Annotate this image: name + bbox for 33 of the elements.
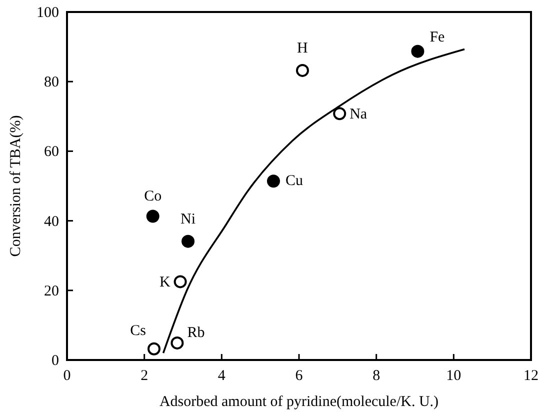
x-tick-label: 4 [218,368,226,384]
x-tick-label: 8 [372,368,380,384]
y-tick-label: 40 [44,214,59,230]
y-tick-label: 60 [44,144,59,160]
point [182,234,195,248]
x-tick-label: 6 [295,368,304,384]
x-tick-label: 10 [446,368,462,384]
point [296,64,309,77]
point [266,174,280,188]
x-tick-label: 0 [63,368,71,384]
point [170,336,184,350]
point [333,107,346,120]
annotation: Cs [130,322,146,339]
y-tick-label: 20 [44,283,59,300]
annotation: K [159,274,170,291]
x-axis-title: Adsorbed amount of pyridine(molecule/K. U.) [159,394,439,410]
annotation: Co [144,188,162,204]
point [411,44,424,58]
annotation: Fe [430,29,446,46]
x-tick-label: 2 [140,368,148,384]
annotation: Rb [187,324,205,341]
annotation: Ni [180,211,196,228]
point [174,275,187,288]
y-tick-label: 80 [44,74,59,91]
y-tick-label: 100 [36,5,59,21]
annotation: H [297,40,308,56]
annotation: Cu [285,173,304,190]
x-tick-label: 12 [524,368,538,384]
y-tick-label: 0 [52,353,59,369]
y-axis-title: Conversion of TBA(%) [8,115,24,257]
point [146,210,160,223]
point [148,342,160,356]
annotation: Na [350,106,368,123]
